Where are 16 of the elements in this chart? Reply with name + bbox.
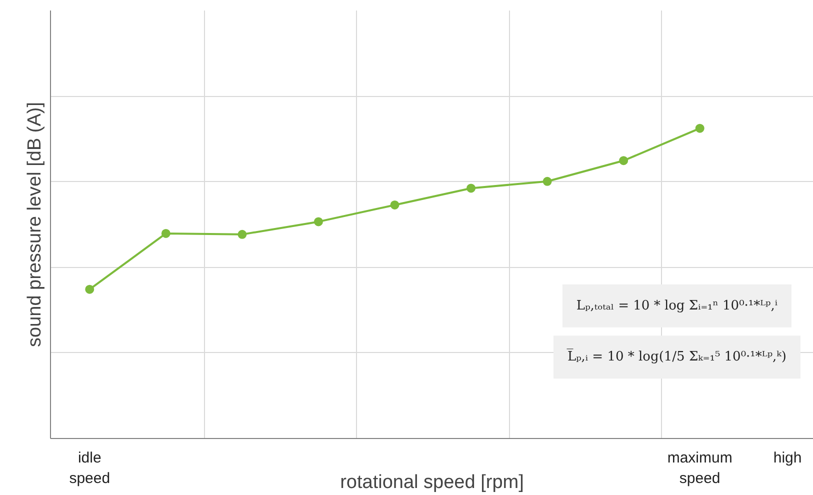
point	[161, 229, 170, 238]
annotation: L̅ₚ,ᵢ = 10 * log(1/5 Σₖ₌₁⁵ 10⁰·¹*ᴸᵖ,ᵏ)	[566, 348, 786, 365]
point	[314, 217, 323, 226]
annotation: Lₚ,ₜₒₜₐₗ = 10 * log Σᵢ₌₁ⁿ 10⁰·¹*ᴸᵖ,ⁱ	[576, 298, 778, 314]
point	[238, 230, 247, 239]
point	[466, 184, 476, 193]
y-axis-title: sound pressure level [dB (A)]	[24, 102, 46, 348]
x-tick-label: maximum speed	[667, 450, 732, 487]
x-axis-title: rotational speed [rpm]	[340, 472, 524, 493]
point	[695, 124, 704, 133]
text: high	[773, 450, 802, 466]
x-tick-label: idle speed	[69, 450, 110, 487]
point	[619, 156, 628, 166]
point	[542, 176, 552, 186]
point	[390, 200, 400, 210]
point	[85, 284, 94, 294]
